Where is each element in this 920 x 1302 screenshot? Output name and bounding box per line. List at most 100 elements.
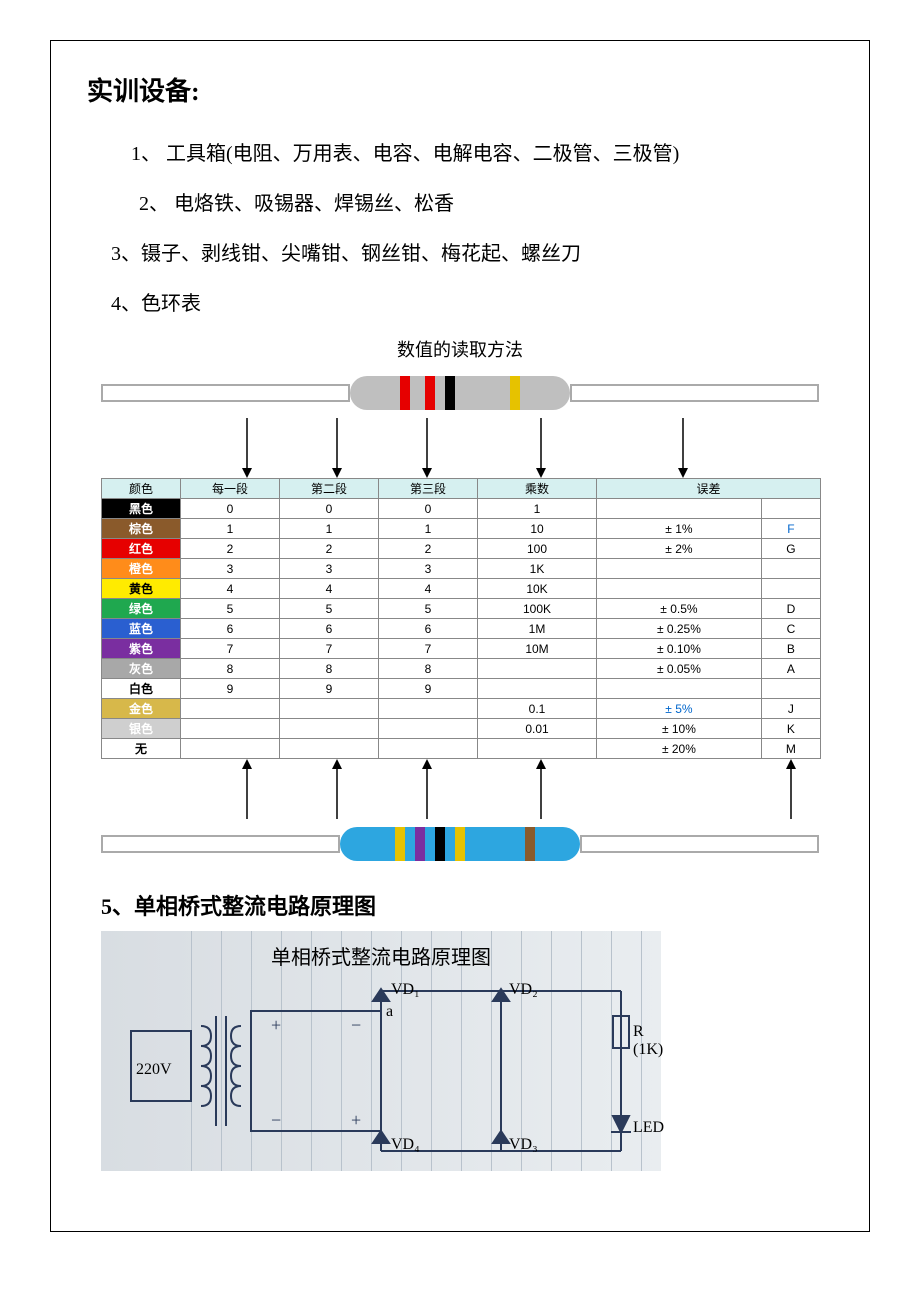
color-table-cell: ± 2% xyxy=(597,539,762,559)
label-vd4: VD₄ xyxy=(391,1136,420,1154)
color-table-cell: ± 0.25% xyxy=(597,619,762,639)
color-table-cell xyxy=(379,699,478,719)
color-table-cell: 5 xyxy=(181,599,280,619)
color-name-cell: 蓝色 xyxy=(102,619,181,639)
color-name-cell: 白色 xyxy=(102,679,181,699)
svg-text:−: − xyxy=(271,1110,281,1130)
resistor-band xyxy=(400,376,410,410)
bottom-resistor xyxy=(101,819,819,869)
color-table-cell: 0 xyxy=(181,499,280,519)
color-table-cell: 1 xyxy=(181,519,280,539)
color-table-row: 银色 0.01± 10%K xyxy=(102,719,821,739)
arrows-bottom xyxy=(101,759,821,819)
color-table-cell xyxy=(597,679,762,699)
label-led: LED xyxy=(633,1119,664,1137)
color-name-cell: 金色 xyxy=(102,699,181,719)
list-item-3: 3、镊子、剥线钳、尖嘴钳、钢丝钳、梅花起、螺丝刀 xyxy=(111,236,839,272)
color-table-cell: 4 xyxy=(379,579,478,599)
color-table-cell: 6 xyxy=(379,619,478,639)
top-resistor xyxy=(101,368,819,418)
color-table-cell: ± 10% xyxy=(597,719,762,739)
label-R: R (1K) xyxy=(633,1023,663,1059)
color-table-row: 绿色555100K± 0.5%D xyxy=(102,599,821,619)
color-table-cell: 6 xyxy=(181,619,280,639)
circuit-diagram: 单相桥式整流电路原理图 xyxy=(101,931,661,1171)
color-table: 颜色每一段第二段第三段乘数误差 黑色0001棕色11110± 1%F红色2221… xyxy=(101,478,821,759)
color-table-cell: 7 xyxy=(280,639,379,659)
color-name-cell: 红色 xyxy=(102,539,181,559)
color-table-cell: 9 xyxy=(379,679,478,699)
color-table-cell xyxy=(280,699,379,719)
color-table-cell: 3 xyxy=(181,559,280,579)
color-table-cell xyxy=(280,739,379,759)
color-table-cell xyxy=(478,679,597,699)
color-table-cell: ± 0.05% xyxy=(597,659,762,679)
color-table-cell xyxy=(181,699,280,719)
color-table-cell: ± 0.10% xyxy=(597,639,762,659)
resistor-band xyxy=(455,827,465,861)
color-table-row: 无 ± 20%M xyxy=(102,739,821,759)
section5-heading: 5、单相桥式整流电路原理图 xyxy=(101,889,839,921)
color-table-cell: B xyxy=(761,639,820,659)
color-table-cell: ± 5% xyxy=(597,699,762,719)
color-table-cell: 3 xyxy=(280,559,379,579)
svg-text:+: + xyxy=(271,1015,281,1035)
color-table-cell: 0 xyxy=(280,499,379,519)
color-table-cell: 1M xyxy=(478,619,597,639)
color-table-cell xyxy=(597,579,762,599)
color-table-cell xyxy=(761,559,820,579)
color-table-header-row: 颜色每一段第二段第三段乘数误差 xyxy=(102,479,821,499)
color-table-cell: 8 xyxy=(280,659,379,679)
color-table-cell xyxy=(761,579,820,599)
color-table-cell: 3 xyxy=(379,559,478,579)
color-table-cell: 4 xyxy=(280,579,379,599)
lead-left xyxy=(101,384,350,402)
color-table-cell xyxy=(761,679,820,699)
color-table-cell: K xyxy=(761,719,820,739)
color-table-cell: G xyxy=(761,539,820,559)
color-table-cell: 5 xyxy=(379,599,478,619)
svg-text:−: − xyxy=(351,1015,361,1035)
color-table-cell: F xyxy=(761,519,820,539)
color-name-cell: 银色 xyxy=(102,719,181,739)
lead-right-b xyxy=(580,835,819,853)
color-table-cell xyxy=(761,499,820,519)
color-name-cell: 黄色 xyxy=(102,579,181,599)
color-table-header: 第二段 xyxy=(280,479,379,499)
color-table-row: 白色999 xyxy=(102,679,821,699)
lead-right xyxy=(570,384,819,402)
color-table-header: 乘数 xyxy=(478,479,597,499)
list-item-4: 4、色环表 xyxy=(111,286,839,322)
color-table-cell: 9 xyxy=(181,679,280,699)
color-table-cell xyxy=(379,739,478,759)
color-table-cell: 7 xyxy=(379,639,478,659)
color-name-cell: 棕色 xyxy=(102,519,181,539)
color-name-cell: 无 xyxy=(102,739,181,759)
color-table-cell: 4 xyxy=(181,579,280,599)
color-table-cell: 2 xyxy=(280,539,379,559)
color-table-cell: 100 xyxy=(478,539,597,559)
color-table-row: 灰色888± 0.05%A xyxy=(102,659,821,679)
color-table-cell: ± 20% xyxy=(597,739,762,759)
arrows-top xyxy=(101,418,821,478)
label-vd1: VD₁ xyxy=(391,981,420,999)
color-table-cell: 8 xyxy=(181,659,280,679)
resistor-band xyxy=(435,827,445,861)
color-name-cell: 橙色 xyxy=(102,559,181,579)
color-table-cell: M xyxy=(761,739,820,759)
color-table-cell: ± 0.5% xyxy=(597,599,762,619)
resistor-band xyxy=(415,827,425,861)
color-table-cell: 1 xyxy=(478,499,597,519)
color-table-cell: 0.01 xyxy=(478,719,597,739)
color-table-cell: 2 xyxy=(181,539,280,559)
color-table-row: 棕色11110± 1%F xyxy=(102,519,821,539)
color-table-cell xyxy=(597,559,762,579)
label-vd3: VD₃ xyxy=(509,1136,538,1154)
color-table-cell: 0.1 xyxy=(478,699,597,719)
color-table-cell: 100K xyxy=(478,599,597,619)
color-table-row: 红色222100± 2%G xyxy=(102,539,821,559)
color-table-cell: 0 xyxy=(379,499,478,519)
color-table-cell: 1 xyxy=(280,519,379,539)
color-table-cell: J xyxy=(761,699,820,719)
color-table-cell xyxy=(478,659,597,679)
